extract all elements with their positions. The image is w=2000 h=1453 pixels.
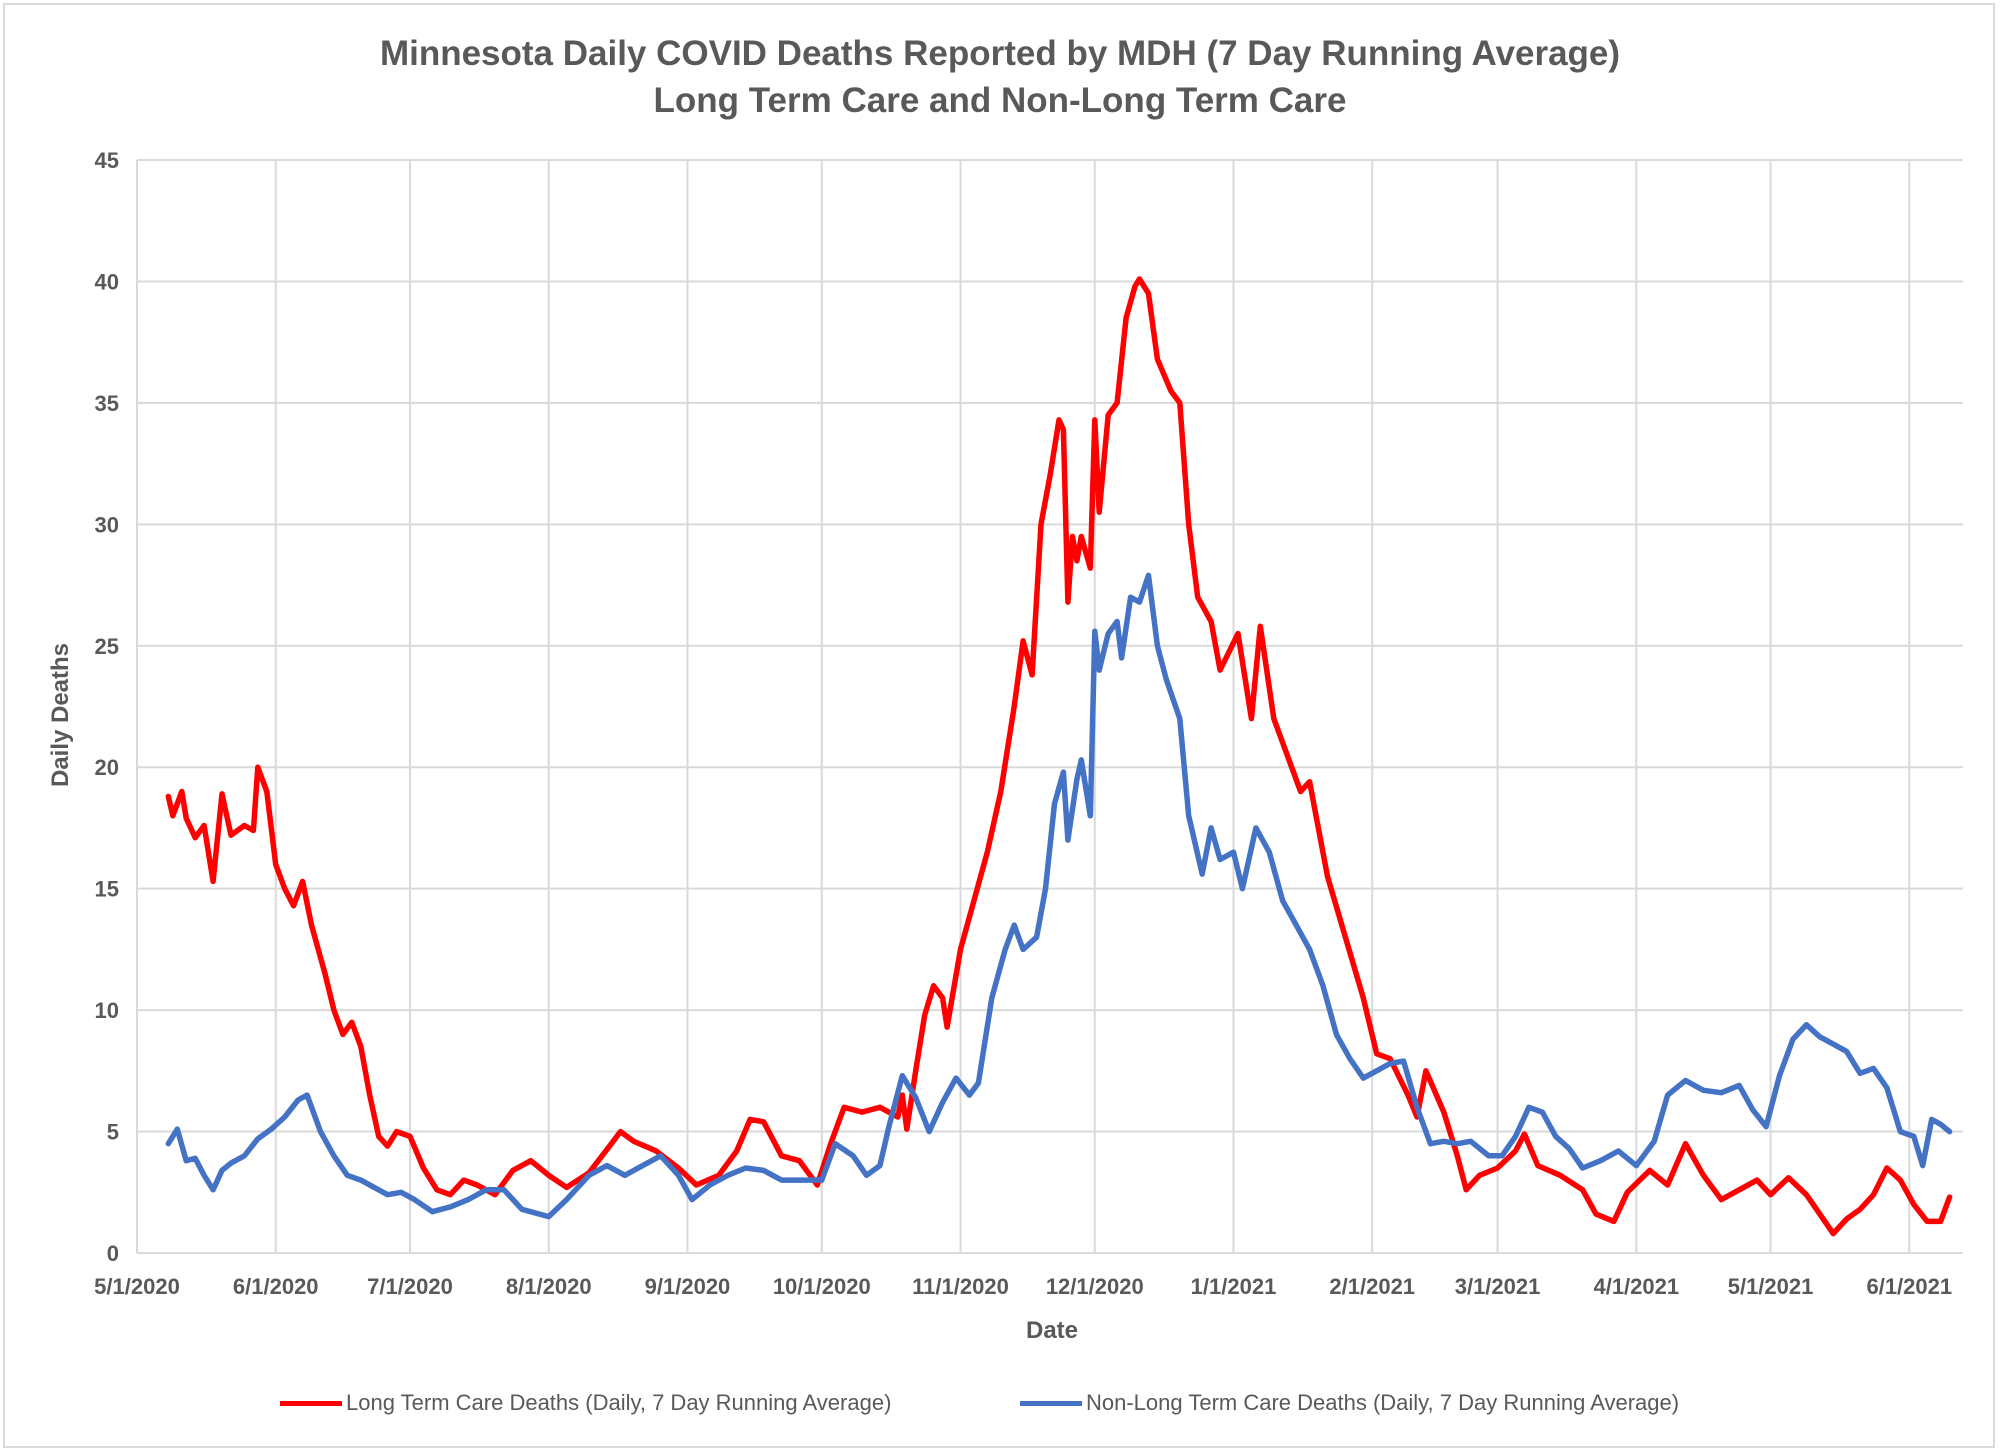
legend-swatch-blue (1020, 1400, 1082, 1406)
y-tick-label: 30 (95, 512, 119, 537)
x-tick-label: 6/1/2020 (233, 1274, 319, 1299)
x-tick-label: 1/1/2021 (1191, 1274, 1277, 1299)
legend-label-ltc: Long Term Care Deaths (Daily, 7 Day Runn… (346, 1390, 892, 1415)
series-line-non-ltc (165, 572, 1953, 1220)
y-tick-label: 15 (95, 877, 119, 902)
legend-item-ltc: Long Term Care Deaths (Daily, 7 Day Runn… (280, 1390, 891, 1416)
x-tick-label: 5/1/2021 (1728, 1274, 1814, 1299)
y-tick-label: 5 (107, 1120, 119, 1145)
chart-frame (3, 3, 1995, 1448)
x-tick-label: 10/1/2020 (773, 1274, 871, 1299)
y-tick-label: 25 (95, 634, 119, 659)
legend-swatch-red (280, 1400, 342, 1406)
series-lines (165, 276, 1953, 1237)
x-tick-label: 3/1/2021 (1455, 1274, 1541, 1299)
x-tick-label: 5/1/2020 (94, 1274, 180, 1299)
y-tick-label: 10 (95, 998, 119, 1023)
x-tick-label: 11/1/2020 (912, 1274, 1009, 1299)
x-axis-title: Date (1026, 1317, 1078, 1344)
legend-item-non-ltc: Non-Long Term Care Deaths (Daily, 7 Day … (1020, 1390, 1679, 1416)
y-tick-label: 40 (95, 269, 119, 294)
chart-subtitle: Long Term Care and Non-Long Term Care (653, 81, 1347, 120)
x-tick-label: 12/1/2020 (1046, 1274, 1144, 1299)
gridlines (136, 159, 1963, 1254)
x-tick-label: 6/1/2021 (1866, 1274, 1952, 1299)
y-tick-label: 35 (95, 391, 119, 416)
x-tick-label: 4/1/2021 (1593, 1274, 1679, 1299)
x-tick-label: 7/1/2020 (367, 1274, 453, 1299)
y-tick-label: 20 (95, 755, 119, 780)
y-tick-label: 0 (107, 1241, 119, 1266)
series-line-ltc (165, 276, 1953, 1237)
axes: 0 5 10 15 20 25 30 35 40 45 5/1/2020 6/1/2020 7/1/20… (94, 148, 1952, 1299)
x-tick-label: 9/1/2020 (645, 1274, 731, 1299)
y-tick-label: 45 (95, 148, 119, 173)
x-tick-label: 8/1/2020 (506, 1274, 592, 1299)
y-axis-title: Daily Deaths (47, 643, 74, 787)
x-tick-label: 2/1/2021 (1329, 1274, 1415, 1299)
chart-title: Minnesota Daily COVID Deaths Reported by… (379, 34, 1621, 73)
legend-label-non-ltc: Non-Long Term Care Deaths (Daily, 7 Day … (1086, 1390, 1680, 1415)
